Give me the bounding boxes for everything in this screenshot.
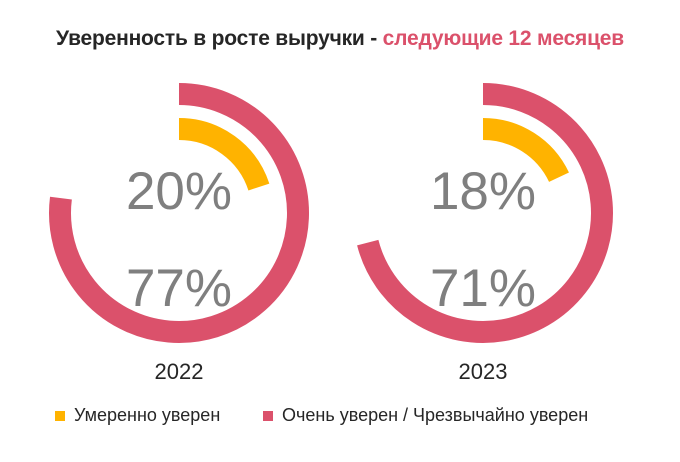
year-label-2022: 2022 xyxy=(154,359,204,384)
moderate-value-2023: 18% xyxy=(429,162,537,221)
very-confident-arc xyxy=(49,83,309,343)
radial-chart-2022 xyxy=(49,83,309,343)
title-accent: следующие 12 месяцев xyxy=(382,27,625,50)
radial-chart-2023 xyxy=(357,83,613,343)
title-main: Уверенность в росте выручки - xyxy=(56,27,383,50)
legend-label-moderate: Умеренно уверен xyxy=(74,405,221,425)
legend-item-very: Очень уверен / Чрезвычайно уверен xyxy=(263,405,588,426)
legend: Умеренно уверен Очень уверен / Чрезвычай… xyxy=(0,405,680,429)
very-value-2023: 71% xyxy=(429,259,537,318)
very-confident-arc xyxy=(357,83,613,343)
moderately-confident-arc xyxy=(482,118,569,183)
legend-item-moderate: Умеренно уверен xyxy=(55,405,220,426)
moderately-confident-arc xyxy=(178,118,270,191)
legend-swatch-moderate xyxy=(55,410,65,421)
legend-swatch-very xyxy=(263,410,273,421)
very-value-2022: 77% xyxy=(125,259,233,318)
moderate-value-2022: 20% xyxy=(125,162,233,221)
chart-title: Уверенность в росте выручки - следующие … xyxy=(0,27,680,51)
year-label-2023: 2023 xyxy=(458,359,508,384)
legend-label-very: Очень уверен / Чрезвычайно уверен xyxy=(282,405,589,425)
